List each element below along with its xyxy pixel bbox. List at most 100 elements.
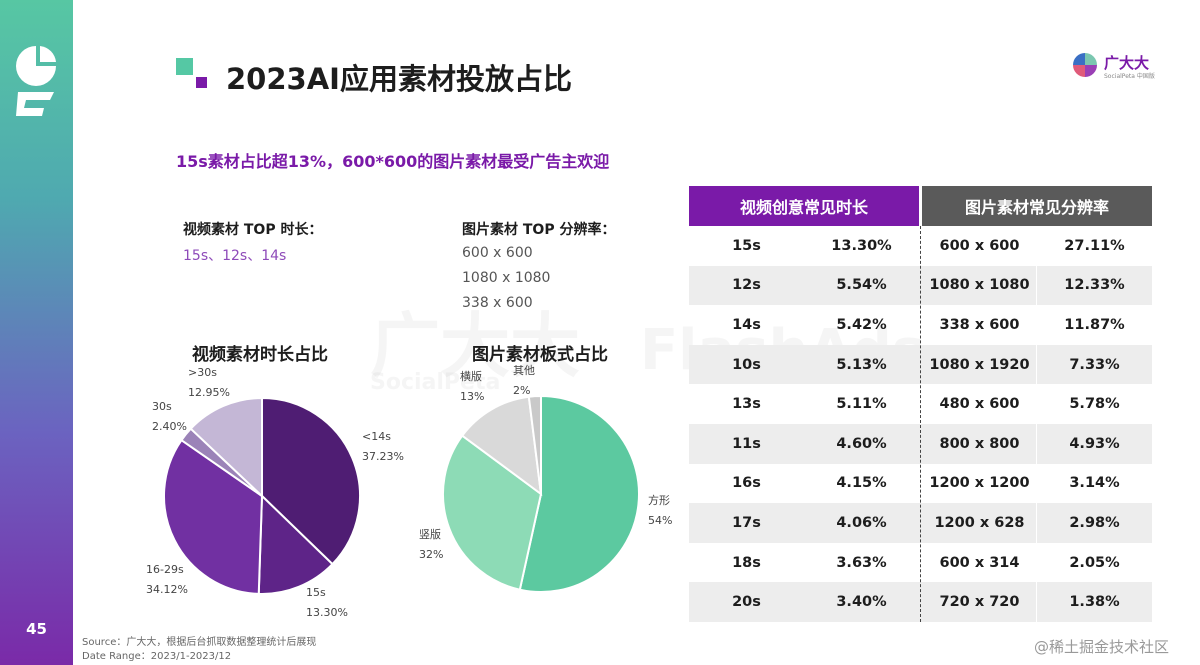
table-cell: 600 x 314 (939, 554, 1020, 571)
table-cell: 3.40% (836, 594, 887, 611)
table-cell: 5.13% (836, 356, 887, 373)
table-header-image: 图片素材常见分辨率 (922, 186, 1152, 226)
video-top-value: 15s、12s、14s (183, 248, 287, 264)
table-cell: 3.14% (1069, 475, 1120, 492)
table-cell: 14s (732, 316, 761, 333)
table-row: 15s 13.30% 600 x 600 27.11% (689, 226, 1152, 266)
pie-category-label: <14s (362, 430, 391, 443)
table-cell: 338 x 600 (939, 316, 1020, 333)
headline: 15s素材占比超13%，600*600的图片素材最受广告主欢迎 (176, 152, 610, 171)
table-header: 视频创意常见时长 图片素材常见分辨率 (689, 186, 1152, 226)
table-cell-separator (1036, 344, 1037, 385)
pie2-title: 图片素材板式占比 (472, 345, 608, 365)
pie-slice (261, 396, 361, 566)
table-cell: 720 x 720 (939, 594, 1020, 611)
pie-category-label: 30s (152, 400, 172, 413)
pie-slice (257, 493, 334, 595)
table-cell: 480 x 600 (939, 396, 1020, 413)
table-cell-separator (1036, 265, 1037, 306)
table-cell: 4.06% (836, 514, 887, 531)
table-cell: 27.11% (1064, 237, 1125, 254)
table-cell: 13s (732, 396, 761, 413)
table-cell: 17s (732, 514, 761, 531)
table-row: 13s 5.11% 480 x 600 5.78% (689, 384, 1152, 424)
table-cell: 800 x 800 (939, 435, 1020, 452)
table-cell: 13.30% (831, 237, 892, 254)
pie-slice (527, 394, 542, 495)
pie-value-label: 12.95% (188, 386, 230, 399)
pie-value-label: 32% (419, 548, 443, 561)
pie1-title: 视频素材时长占比 (192, 345, 328, 365)
table-cell: 600 x 600 (939, 237, 1020, 254)
pie-category-label: 竖版 (419, 527, 441, 541)
pie-slice (442, 434, 543, 591)
pie-category-label: >30s (188, 366, 217, 379)
table-cell: 18s (732, 554, 761, 571)
pie-category-label: 横版 (460, 369, 482, 383)
table-cell: 11.87% (1064, 316, 1125, 333)
page-title: 2023AI应用素材投放占比 (226, 62, 572, 96)
table-cell: 4.60% (836, 435, 887, 452)
table-cell-separator (1036, 582, 1037, 622)
table-cell: 1080 x 1920 (929, 356, 1030, 373)
pie-value-label: 13.30% (306, 606, 348, 619)
video-top-label: 视频素材 TOP 时长： (183, 222, 323, 238)
pie-value-label: 54% (648, 514, 672, 527)
data-table: 视频创意常见时长 图片素材常见分辨率 15s 13.30% 600 x 600 27.… (689, 186, 1152, 622)
table-cell: 2.05% (1069, 554, 1120, 571)
pie-category-label: 15s (306, 586, 326, 599)
table-cell: 16s (732, 475, 761, 492)
source-line: Source：广大大，根据后台抓取数据整理统计后展现 (82, 637, 317, 648)
table-cell: 4.15% (836, 475, 887, 492)
table-row: 16s 4.15% 1200 x 1200 3.14% (689, 464, 1152, 504)
pie-category-label: 其他 (513, 364, 535, 377)
brand-logo: 广大大 SocialPeta 中国版 (1072, 52, 1155, 82)
date-range-line: Date Range：2023/1-2023/12 (82, 651, 232, 662)
table-cell: 1200 x 1200 (929, 475, 1030, 492)
table-header-video: 视频创意常见时长 (689, 186, 919, 226)
pie-slice (518, 394, 640, 593)
table-cell: 3.63% (836, 554, 887, 571)
title-decoration-icon (176, 58, 210, 90)
table-cell: 12.33% (1064, 277, 1125, 294)
table-cell: 1200 x 628 (934, 514, 1025, 531)
image-top-label: 图片素材 TOP 分辨率： (462, 222, 616, 238)
brand-logo-icon (1073, 53, 1097, 77)
image-top-item: 338 x 600 (462, 295, 533, 311)
brand-name: 广大大 (1104, 54, 1150, 72)
table-cell-separator (1036, 423, 1037, 464)
table-cell: 4.93% (1069, 435, 1120, 452)
table-cell: 5.78% (1069, 396, 1120, 413)
table-cell: 12s (732, 277, 761, 294)
table-cell: 1080 x 1080 (929, 277, 1030, 294)
pie-value-label: 37.23% (362, 450, 404, 463)
corner-watermark: @稀土掘金技术社区 (1034, 638, 1170, 656)
table-cell-separator (1036, 503, 1037, 543)
table-cell: 15s (732, 237, 761, 254)
table-cell: 5.11% (836, 396, 887, 413)
pie-category-label: 16-29s (146, 563, 184, 576)
pie-category-label: 方形 (648, 493, 670, 507)
pie-slice (163, 438, 264, 595)
table-row: 14s 5.42% 338 x 600 11.87% (689, 305, 1152, 345)
pie-slice (460, 395, 543, 497)
source-note: Source：广大大，根据后台抓取数据整理统计后展现 Date Range：20… (82, 636, 316, 664)
image-format-pie-chart: 方形 54% 竖版 32% 横版 13% 其他 2% (419, 364, 672, 593)
page-number: 45 (26, 620, 47, 638)
sidebar: 45 (0, 0, 73, 665)
table-cell: 11s (732, 435, 761, 452)
pie-slice (189, 396, 263, 499)
pie-value-label: 34.12% (146, 583, 188, 596)
table-divider (920, 226, 921, 622)
pie-value-label: 2.40% (152, 420, 187, 433)
table-cell: 7.33% (1069, 356, 1120, 373)
app-logo-icon (16, 46, 56, 116)
image-top-item: 1080 x 1080 (462, 270, 551, 286)
table-cell: 2.98% (1069, 514, 1120, 531)
table-row: 18s 3.63% 600 x 314 2.05% (689, 543, 1152, 583)
table-cell: 1.38% (1069, 594, 1120, 611)
pie-value-label: 13% (460, 390, 484, 403)
image-top-item: 600 x 600 (462, 245, 533, 261)
table-cell: 10s (732, 356, 761, 373)
pie-value-label: 2% (513, 384, 530, 397)
